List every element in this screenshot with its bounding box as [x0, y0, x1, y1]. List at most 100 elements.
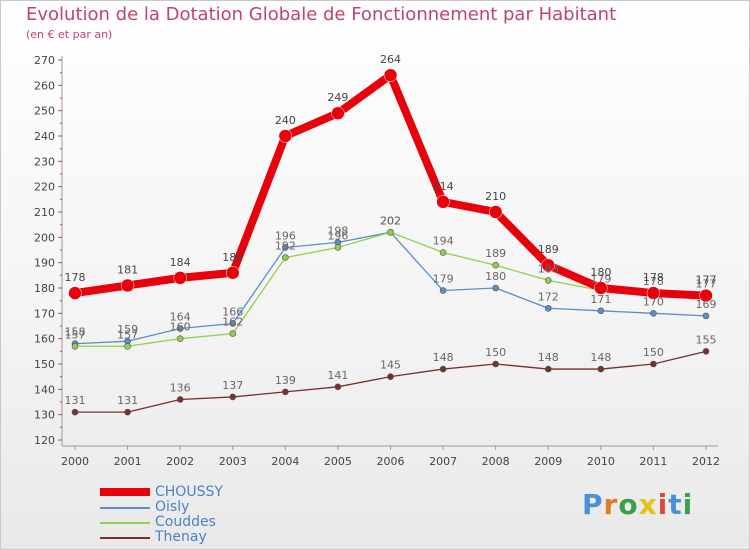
point-couddes — [334, 244, 342, 251]
legend-item-choussy: CHOUSSY — [100, 484, 300, 500]
point-choussy — [68, 286, 82, 300]
chart-title: Evolution de la Dotation Globale de Fonc… — [26, 4, 617, 25]
proxiti-logo-letter: t — [668, 488, 683, 521]
y-tick-label: 150 — [34, 358, 55, 371]
data-label-choussy: 178 — [643, 271, 664, 284]
x-tick-label: 2000 — [61, 455, 89, 468]
data-label-couddes: 202 — [380, 214, 401, 227]
data-label-oisly: 164 — [170, 311, 191, 324]
data-label-thenay: 136 — [170, 381, 191, 394]
data-label-oisly: 202 — [380, 214, 401, 227]
point-thenay — [176, 396, 184, 403]
data-label-thenay: 148 — [538, 351, 559, 364]
data-label-couddes: 192 — [275, 240, 296, 253]
point-thenay — [650, 360, 657, 368]
legend-swatch-thenay — [100, 537, 150, 539]
x-tick-label: 2005 — [324, 455, 352, 468]
point-choussy — [383, 68, 398, 82]
data-label-oisly: 171 — [590, 293, 611, 306]
y-tick-label: 210 — [34, 206, 55, 219]
point-couddes — [71, 342, 79, 350]
data-label-choussy: 189 — [538, 243, 559, 256]
data-label-choussy: 240 — [275, 114, 296, 127]
data-label-couddes: 179 — [590, 273, 611, 286]
point-choussy — [699, 288, 713, 303]
point-couddes — [492, 261, 499, 269]
y-tick-label: 190 — [34, 257, 55, 270]
y-tick-label: 170 — [34, 307, 55, 320]
point-thenay — [334, 383, 342, 391]
data-label-oisly: 196 — [275, 229, 296, 242]
point-couddes — [176, 335, 184, 342]
y-tick-label: 230 — [34, 155, 55, 168]
data-label-thenay: 131 — [117, 394, 138, 407]
point-thenay — [702, 348, 710, 355]
point-choussy — [173, 271, 187, 285]
legend-item-couddes: Couddes — [100, 514, 300, 530]
data-label-thenay: 139 — [275, 374, 296, 387]
y-tick-label: 220 — [34, 181, 55, 194]
data-label-thenay: 148 — [433, 351, 454, 364]
point-choussy — [594, 281, 608, 295]
proxiti-logo-letter: r — [603, 488, 619, 521]
data-label-thenay: 145 — [380, 359, 401, 372]
data-label-thenay: 150 — [485, 346, 506, 359]
legend-label-thenay: Thenay — [155, 529, 207, 545]
point-thenay — [229, 393, 237, 401]
point-choussy — [488, 205, 503, 219]
legend-item-oisly: Oisly — [100, 499, 300, 515]
point-couddes — [439, 249, 447, 256]
point-thenay — [124, 408, 131, 416]
data-label-oisly: 159 — [117, 323, 138, 336]
proxiti-logo-letter: P — [582, 488, 604, 521]
x-tick-label: 2011 — [639, 455, 667, 468]
data-label-oisly: 179 — [433, 273, 454, 286]
y-tick-label: 140 — [34, 383, 55, 396]
x-tick-label: 2010 — [587, 455, 615, 468]
data-label-couddes: 196 — [327, 229, 348, 242]
data-label-thenay: 137 — [222, 379, 243, 392]
data-label-thenay: 150 — [643, 346, 664, 359]
legend-swatch-couddes — [100, 522, 150, 524]
point-oisly — [702, 312, 710, 320]
legend-swatch-choussy — [100, 488, 150, 496]
point-thenay — [544, 365, 552, 373]
data-label-oisly: 172 — [538, 290, 559, 303]
point-choussy — [278, 129, 293, 143]
data-label-choussy: 249 — [327, 91, 348, 104]
point-couddes — [229, 330, 237, 337]
data-label-choussy: 186 — [222, 251, 243, 264]
data-label-thenay: 131 — [65, 394, 86, 407]
point-oisly — [650, 310, 657, 317]
point-thenay — [71, 408, 79, 416]
x-tick-label: 2003 — [219, 455, 247, 468]
data-label-choussy: 181 — [117, 263, 138, 276]
data-label-choussy: 214 — [433, 180, 454, 193]
y-tick-label: 130 — [34, 409, 55, 422]
point-oisly — [544, 304, 552, 312]
point-couddes — [124, 342, 131, 350]
point-oisly — [439, 287, 447, 294]
point-thenay — [597, 365, 605, 373]
data-label-choussy: 264 — [380, 53, 401, 66]
legend-item-thenay: Thenay — [100, 529, 300, 545]
x-tick-label: 2012 — [692, 455, 720, 468]
point-choussy — [646, 286, 661, 300]
data-label-couddes: 194 — [433, 235, 454, 248]
y-tick-label: 160 — [34, 333, 55, 346]
data-label-couddes: 177 — [696, 278, 717, 291]
point-thenay — [387, 373, 394, 380]
data-label-thenay: 148 — [590, 351, 611, 364]
y-tick-label: 250 — [34, 105, 55, 118]
point-choussy — [436, 195, 450, 209]
data-label-choussy: 184 — [170, 256, 191, 269]
data-label-couddes: 157 — [117, 328, 138, 341]
data-label-oisly: 158 — [65, 326, 86, 339]
point-oisly — [282, 244, 289, 251]
data-label-oisly: 166 — [222, 305, 243, 318]
proxiti-logo: Proxiti — [582, 488, 693, 521]
data-label-thenay: 155 — [696, 333, 717, 346]
point-oisly — [492, 284, 499, 292]
